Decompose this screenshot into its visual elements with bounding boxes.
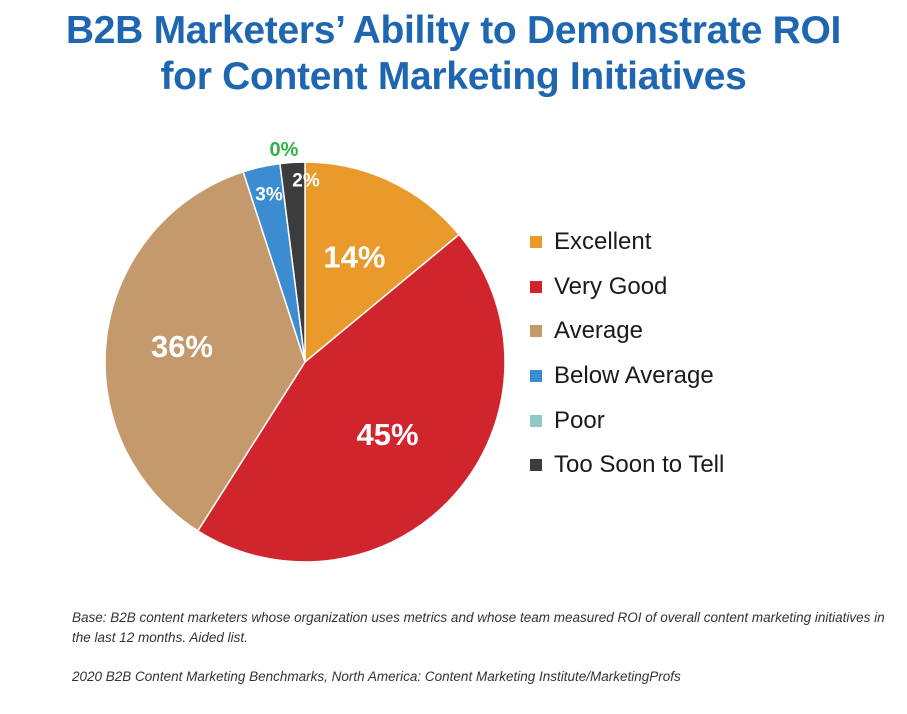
data-label-very-good: 45% xyxy=(356,417,418,452)
legend-swatch xyxy=(530,414,542,427)
chart-title: B2B Marketers’ Ability to Demonstrate RO… xyxy=(0,8,907,100)
legend-item-below-average: Below Average xyxy=(530,354,724,399)
legend-swatch xyxy=(530,236,542,249)
data-label-below-average: 3% xyxy=(255,185,283,206)
data-label-poor: 0% xyxy=(270,139,299,161)
legend-label: Excellent xyxy=(554,228,652,256)
pie-slice-excellent xyxy=(304,161,461,364)
legend-item-too-soon-to-tell: Too Soon to Tell xyxy=(530,443,724,488)
legend-swatch xyxy=(530,459,542,472)
legend-swatch xyxy=(530,370,542,383)
base-note: Base: B2B content marketers whose organi… xyxy=(72,610,885,645)
legend-label: Too Soon to Tell xyxy=(554,451,725,479)
data-label-excellent: 14% xyxy=(323,240,385,275)
chart-title-line-1: B2B Marketers’ Ability to Demonstrate RO… xyxy=(65,9,842,52)
legend-label: Below Average xyxy=(554,362,714,390)
legend-label: Poor xyxy=(554,406,605,434)
legend-label: Average xyxy=(554,317,643,345)
data-label-too-soon-to-tell: 2% xyxy=(292,171,320,192)
chart-legend: Excellent Very Good Average Below Average Po… xyxy=(530,220,724,488)
source-note: 2020 B2B Content Marketing Benchmarks, N… xyxy=(72,669,681,684)
legend-item-very-good: Very Good xyxy=(530,265,724,310)
legend-item-average: Average xyxy=(530,309,724,354)
chart-title-line-2: for Content Marketing Initiatives xyxy=(160,55,747,98)
pie-slice-average xyxy=(104,170,306,532)
legend-item-poor: Poor xyxy=(530,398,724,443)
data-label-average: 36% xyxy=(151,329,213,364)
legend-item-excellent: Excellent xyxy=(530,220,724,265)
pie-slice-too-soon-to-tell xyxy=(279,161,306,363)
legend-swatch xyxy=(530,280,542,293)
pie-chart: 14% 45% 36% 3% 0% 2% xyxy=(104,139,506,563)
legend-swatch xyxy=(530,325,542,338)
legend-label: Very Good xyxy=(554,272,668,300)
pie-slice-very-good xyxy=(196,233,506,563)
